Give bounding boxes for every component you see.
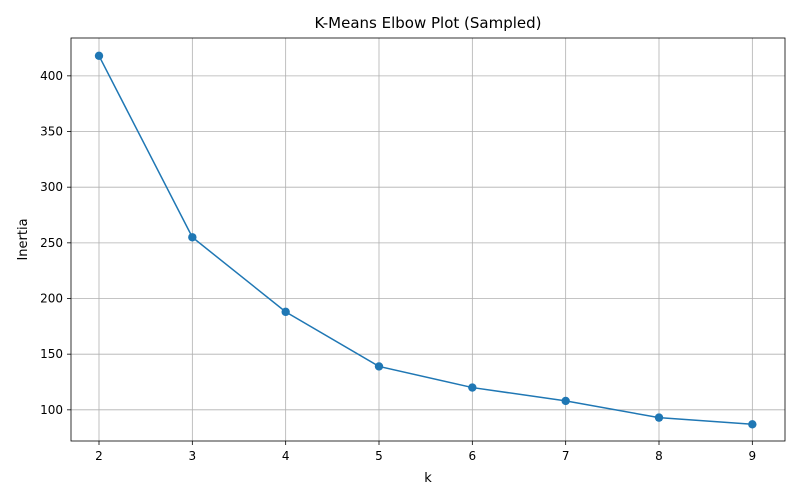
data-point <box>374 362 384 371</box>
data-point <box>654 413 664 422</box>
plot-frame <box>70 37 786 442</box>
y-tick-label: 100 <box>40 403 63 417</box>
chart-title: K-Means Elbow Plot (Sampled) <box>314 14 541 32</box>
data-point <box>281 307 290 317</box>
y-tick-label: 200 <box>40 292 63 306</box>
x-tick-label: 4 <box>282 449 290 463</box>
x-tick-label: 7 <box>562 449 570 463</box>
x-tick-label: 5 <box>375 449 383 463</box>
y-tick-label: 250 <box>40 236 63 250</box>
y-tick-label: 350 <box>40 125 63 139</box>
y-tick-label: 400 <box>40 69 63 83</box>
x-tick-label: 8 <box>655 449 663 463</box>
x-tick-label: 2 <box>95 449 103 463</box>
x-tick-label: 9 <box>749 449 757 463</box>
tick-layer: 2 3 4 5 6 7 8 9 100 150 200 250 300 350 400 <box>40 69 756 463</box>
data-point <box>748 420 757 429</box>
data-point <box>561 396 570 406</box>
y-axis-label: Inertia <box>16 218 31 260</box>
x-axis-label: k <box>424 471 432 486</box>
grid-layer <box>71 38 785 441</box>
data-point <box>188 233 197 242</box>
series-layer <box>94 51 757 429</box>
y-tick-label: 150 <box>40 347 63 361</box>
x-tick-label: 6 <box>469 449 477 463</box>
y-tick-label: 300 <box>40 180 63 194</box>
data-point <box>94 51 104 61</box>
data-point <box>468 383 477 392</box>
x-tick-label: 3 <box>189 449 197 463</box>
inertia-line <box>98 55 753 426</box>
